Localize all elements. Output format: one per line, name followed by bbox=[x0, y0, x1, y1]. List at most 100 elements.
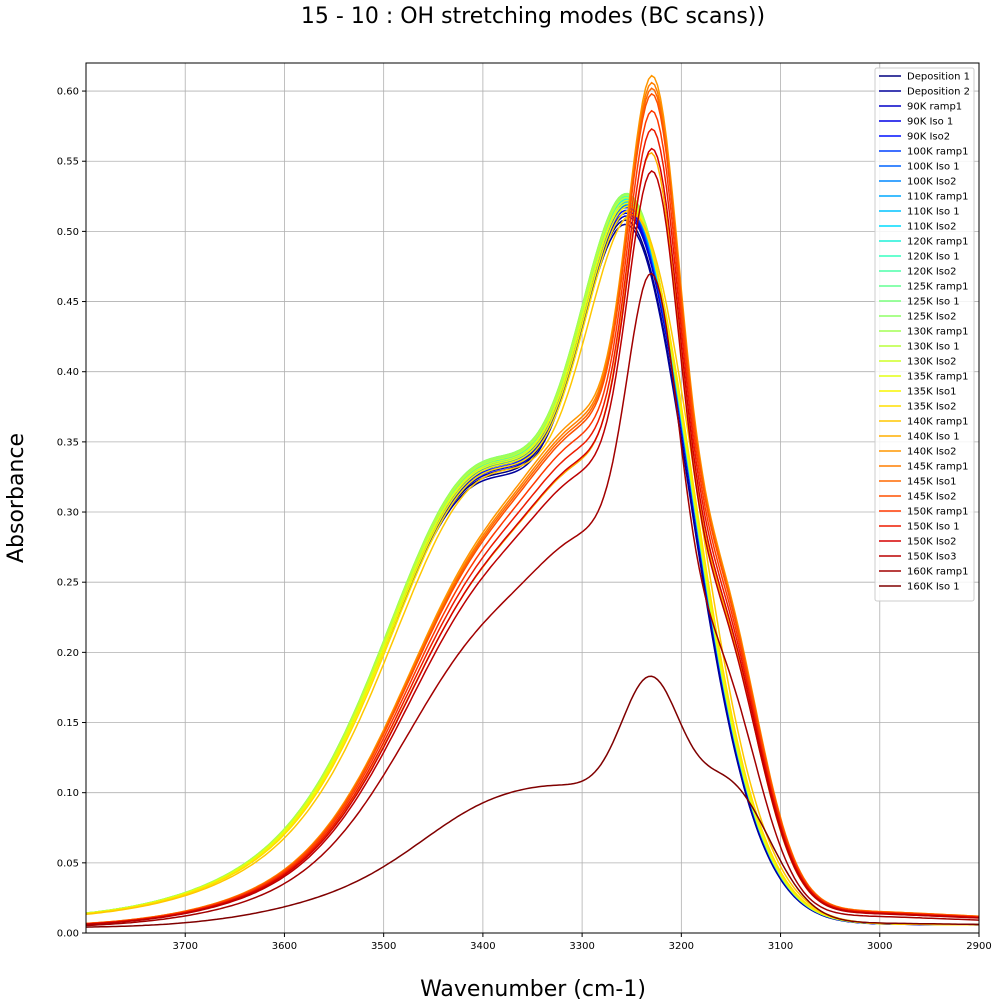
y-tick-label: 0.05 bbox=[57, 858, 79, 869]
chart-title: 15 - 10 : OH stretching modes (BC scans)… bbox=[301, 4, 765, 29]
series-line-6 bbox=[85, 205, 979, 926]
series-line-3 bbox=[85, 212, 979, 926]
legend-entry: 135K Iso2 bbox=[907, 402, 956, 413]
series-line-12 bbox=[85, 197, 979, 926]
legend-entry: 145K Iso1 bbox=[907, 477, 956, 488]
series-line-31 bbox=[85, 147, 980, 925]
series-line-30 bbox=[85, 128, 980, 925]
series-line-11 bbox=[85, 198, 979, 926]
x-tick-label: 2900 bbox=[966, 941, 991, 952]
y-tick-label: 0.60 bbox=[57, 87, 79, 98]
legend-entry: 125K Iso 1 bbox=[907, 297, 960, 308]
series-line-26 bbox=[85, 81, 980, 925]
series-line-21 bbox=[85, 205, 979, 926]
series-line-8 bbox=[85, 202, 979, 926]
series-lines bbox=[85, 74, 980, 928]
series-line-33 bbox=[85, 272, 980, 927]
plot-frame bbox=[85, 62, 980, 934]
legend-entry: 160K ramp1 bbox=[907, 567, 969, 578]
legend-entry: 100K Iso2 bbox=[907, 177, 956, 188]
x-tick-label: 3100 bbox=[768, 941, 793, 952]
series-line-10 bbox=[85, 199, 979, 926]
legend-entry: 140K Iso2 bbox=[907, 447, 956, 458]
y-tick-label: 0.50 bbox=[57, 227, 79, 238]
y-tick-label: 0.45 bbox=[57, 297, 79, 308]
y-tick-label: 0.35 bbox=[57, 437, 79, 448]
legend-entry: 125K Iso2 bbox=[907, 312, 956, 323]
legend-entry: 135K ramp1 bbox=[907, 372, 969, 383]
series-line-28 bbox=[85, 92, 980, 925]
series-line-14 bbox=[85, 194, 979, 926]
x-tick-label: 3700 bbox=[172, 941, 197, 952]
legend-entry: 110K Iso2 bbox=[907, 222, 956, 233]
series-line-17 bbox=[85, 194, 979, 926]
series-line-32 bbox=[85, 170, 980, 926]
x-axis-label: Wavenumber (cm-1) bbox=[420, 977, 646, 1002]
legend-entry: 150K ramp1 bbox=[907, 507, 969, 518]
y-tick-label: 0.10 bbox=[57, 788, 79, 799]
y-tick-label: 0.00 bbox=[57, 929, 79, 940]
legend-entry: 120K Iso2 bbox=[907, 267, 956, 278]
legend-entry: 110K ramp1 bbox=[907, 192, 969, 203]
series-line-19 bbox=[85, 199, 979, 926]
legend-entry: 140K Iso 1 bbox=[907, 432, 960, 443]
legend-entry: 130K Iso2 bbox=[907, 357, 956, 368]
series-line-5 bbox=[85, 206, 979, 926]
legend-entry: 125K ramp1 bbox=[907, 282, 969, 293]
y-tick-label: 0.30 bbox=[57, 508, 79, 519]
legend-entry: 150K Iso2 bbox=[907, 537, 956, 548]
series-line-22 bbox=[85, 209, 979, 926]
legend-entry: Deposition 2 bbox=[907, 87, 970, 98]
legend: Deposition 1 Deposition 2 90K ramp1 90K Iso… bbox=[874, 67, 975, 602]
x-axis-ticks: 3700 3600 3500 3400 3300 3200 3100 3000 2900 bbox=[172, 933, 992, 952]
x-tick-label: 3600 bbox=[272, 941, 297, 952]
legend-entry: 100K Iso 1 bbox=[907, 162, 960, 173]
y-tick-label: 0.25 bbox=[57, 578, 79, 589]
legend-entry: 90K Iso2 bbox=[907, 132, 950, 143]
series-line-16 bbox=[85, 192, 980, 926]
y-tick-label: 0.20 bbox=[57, 648, 79, 659]
y-axis-ticks: 0.00 0.05 0.10 0.15 0.20 0.25 0.30 0.35 0.40 0.45… bbox=[57, 87, 86, 940]
legend-entry: 100K ramp1 bbox=[907, 147, 969, 158]
legend-entry: 150K Iso3 bbox=[907, 552, 956, 563]
series-line-34 bbox=[85, 675, 979, 928]
legend-entry: 160K Iso 1 bbox=[907, 582, 960, 593]
series-line-7 bbox=[85, 204, 979, 926]
legend-entry: 110K Iso 1 bbox=[907, 207, 960, 218]
x-tick-label: 3500 bbox=[371, 941, 396, 952]
legend-entry: 135K Iso1 bbox=[907, 387, 956, 398]
series-line-24 bbox=[85, 151, 980, 925]
legend-entry: 90K Iso 1 bbox=[907, 117, 953, 128]
legend-entry: 120K ramp1 bbox=[907, 237, 969, 248]
legend-entry: 150K Iso 1 bbox=[907, 522, 960, 533]
series-line-25 bbox=[85, 74, 980, 925]
x-tick-label: 3400 bbox=[470, 941, 495, 952]
legend-entry: 90K ramp1 bbox=[907, 102, 962, 113]
legend-entry: 130K ramp1 bbox=[907, 327, 969, 338]
y-tick-label: 0.15 bbox=[57, 718, 79, 729]
legend-entry: 130K Iso 1 bbox=[907, 342, 960, 353]
legend-entry: 140K ramp1 bbox=[907, 417, 969, 428]
gridlines bbox=[86, 63, 980, 934]
series-line-9 bbox=[85, 201, 980, 926]
series-line-18 bbox=[85, 197, 979, 926]
legend-box bbox=[874, 67, 975, 602]
x-tick-label: 3200 bbox=[669, 941, 694, 952]
y-tick-label: 0.55 bbox=[57, 157, 79, 168]
legend-entry: 120K Iso 1 bbox=[907, 252, 960, 263]
x-tick-label: 3000 bbox=[867, 941, 892, 952]
series-line-23 bbox=[85, 213, 980, 926]
series-line-13 bbox=[85, 195, 979, 926]
legend-entry: 145K Iso2 bbox=[907, 492, 956, 503]
x-tick-label: 3300 bbox=[569, 941, 594, 952]
series-line-20 bbox=[85, 202, 980, 926]
series-line-4 bbox=[85, 209, 980, 926]
legend-entry: Deposition 1 bbox=[907, 72, 970, 83]
series-line-15 bbox=[85, 192, 980, 926]
y-axis-label: Absorbance bbox=[4, 433, 29, 563]
y-tick-label: 0.40 bbox=[57, 367, 79, 378]
series-line-2 bbox=[85, 215, 979, 926]
series-line-1 bbox=[85, 223, 979, 926]
legend-entry: 145K ramp1 bbox=[907, 462, 969, 473]
